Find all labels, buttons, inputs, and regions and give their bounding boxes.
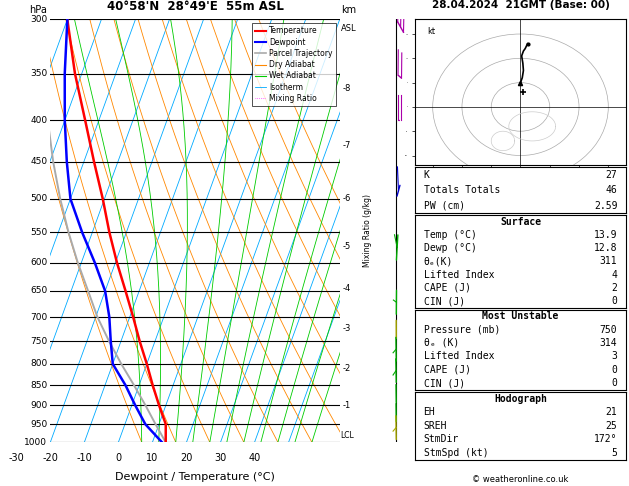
Text: Hodograph: Hodograph: [494, 394, 547, 403]
Text: 750: 750: [30, 337, 47, 346]
Text: -30: -30: [8, 453, 24, 463]
Text: 21: 21: [606, 407, 618, 417]
Text: LCL: LCL: [340, 431, 353, 440]
Text: 2: 2: [611, 283, 618, 293]
Text: 300: 300: [30, 15, 47, 24]
Text: 950: 950: [30, 420, 47, 429]
Text: 600: 600: [30, 259, 47, 267]
Text: 7: 7: [465, 258, 469, 263]
Text: Lifted Index: Lifted Index: [423, 270, 494, 279]
Text: 0: 0: [115, 453, 121, 463]
Text: 27: 27: [606, 170, 618, 180]
Text: 0: 0: [611, 364, 618, 375]
Text: kt: kt: [427, 27, 435, 36]
Text: 650: 650: [30, 286, 47, 295]
Text: 0: 0: [611, 378, 618, 388]
Text: Temp (°C): Temp (°C): [423, 230, 476, 240]
Text: ASL: ASL: [342, 24, 357, 34]
Text: θₑ(K): θₑ(K): [423, 257, 453, 266]
Text: -5: -5: [343, 242, 351, 251]
Text: 750: 750: [600, 325, 618, 335]
Text: 15: 15: [467, 258, 474, 263]
Text: 25: 25: [469, 258, 476, 263]
Text: 500: 500: [30, 194, 47, 203]
Text: 400: 400: [30, 116, 47, 125]
Text: km: km: [342, 4, 357, 15]
Text: 314: 314: [600, 338, 618, 348]
Text: 20: 20: [181, 453, 192, 463]
Text: 5: 5: [611, 448, 618, 458]
Text: Dewpoint / Temperature (°C): Dewpoint / Temperature (°C): [115, 472, 275, 482]
Text: CIN (J): CIN (J): [423, 296, 465, 306]
Text: 4: 4: [611, 270, 618, 279]
Text: StmDir: StmDir: [423, 434, 459, 444]
Text: 1000: 1000: [25, 438, 47, 447]
Text: 3: 3: [456, 258, 460, 263]
Text: 800: 800: [30, 359, 47, 368]
Text: 12.8: 12.8: [594, 243, 618, 253]
Text: -20: -20: [42, 453, 58, 463]
Text: 28.04.2024  21GMT (Base: 00): 28.04.2024 21GMT (Base: 00): [431, 0, 610, 10]
Text: PW (cm): PW (cm): [423, 201, 465, 210]
Text: 40: 40: [248, 453, 260, 463]
Text: 5: 5: [462, 258, 466, 263]
Text: -10: -10: [77, 453, 92, 463]
Text: 2: 2: [450, 258, 453, 263]
Text: StmSpd (kt): StmSpd (kt): [423, 448, 488, 458]
Text: 450: 450: [30, 157, 47, 166]
Text: 20: 20: [468, 258, 475, 263]
Text: -4: -4: [343, 284, 351, 293]
Text: 4: 4: [460, 258, 464, 263]
Text: 10: 10: [147, 453, 159, 463]
Text: 1: 1: [432, 258, 436, 263]
Text: 25: 25: [606, 421, 618, 431]
Text: 0: 0: [611, 296, 618, 306]
Text: 30: 30: [214, 453, 226, 463]
Text: -1: -1: [343, 401, 351, 410]
Text: 40°58'N  28°49'E  55m ASL: 40°58'N 28°49'E 55m ASL: [106, 0, 284, 13]
Text: -7: -7: [343, 141, 351, 150]
Text: 172°: 172°: [594, 434, 618, 444]
Text: 46: 46: [606, 185, 618, 195]
Text: CAPE (J): CAPE (J): [423, 364, 470, 375]
Text: Lifted Index: Lifted Index: [423, 351, 494, 362]
Text: 900: 900: [30, 401, 47, 410]
Text: EH: EH: [423, 407, 435, 417]
Text: hPa: hPa: [30, 5, 47, 15]
Text: 700: 700: [30, 312, 47, 322]
Text: -2: -2: [343, 364, 351, 373]
Text: 3: 3: [611, 351, 618, 362]
Text: -6: -6: [343, 194, 351, 203]
Text: 8: 8: [466, 258, 469, 263]
Text: 850: 850: [30, 381, 47, 390]
Text: 13.9: 13.9: [594, 230, 618, 240]
Text: CAPE (J): CAPE (J): [423, 283, 470, 293]
Text: Dewp (°C): Dewp (°C): [423, 243, 476, 253]
Text: SREH: SREH: [423, 421, 447, 431]
Text: K: K: [423, 170, 430, 180]
Text: Totals Totals: Totals Totals: [423, 185, 500, 195]
Text: Most Unstable: Most Unstable: [482, 311, 559, 321]
Text: 10: 10: [465, 258, 472, 263]
Text: 2.59: 2.59: [594, 201, 618, 210]
Text: -8: -8: [343, 84, 351, 93]
Text: Pressure (mb): Pressure (mb): [423, 325, 500, 335]
Text: CIN (J): CIN (J): [423, 378, 465, 388]
Legend: Temperature, Dewpoint, Parcel Trajectory, Dry Adiabat, Wet Adiabat, Isotherm, Mi: Temperature, Dewpoint, Parcel Trajectory…: [252, 23, 336, 106]
Text: -3: -3: [343, 324, 351, 333]
Text: © weatheronline.co.uk: © weatheronline.co.uk: [472, 474, 569, 484]
Text: 550: 550: [30, 228, 47, 237]
Text: θₑ (K): θₑ (K): [423, 338, 459, 348]
Text: 311: 311: [600, 257, 618, 266]
Text: Mixing Ratio (g/kg): Mixing Ratio (g/kg): [364, 194, 372, 267]
Text: Surface: Surface: [500, 217, 541, 227]
Text: 6: 6: [464, 258, 467, 263]
Text: 350: 350: [30, 69, 47, 78]
